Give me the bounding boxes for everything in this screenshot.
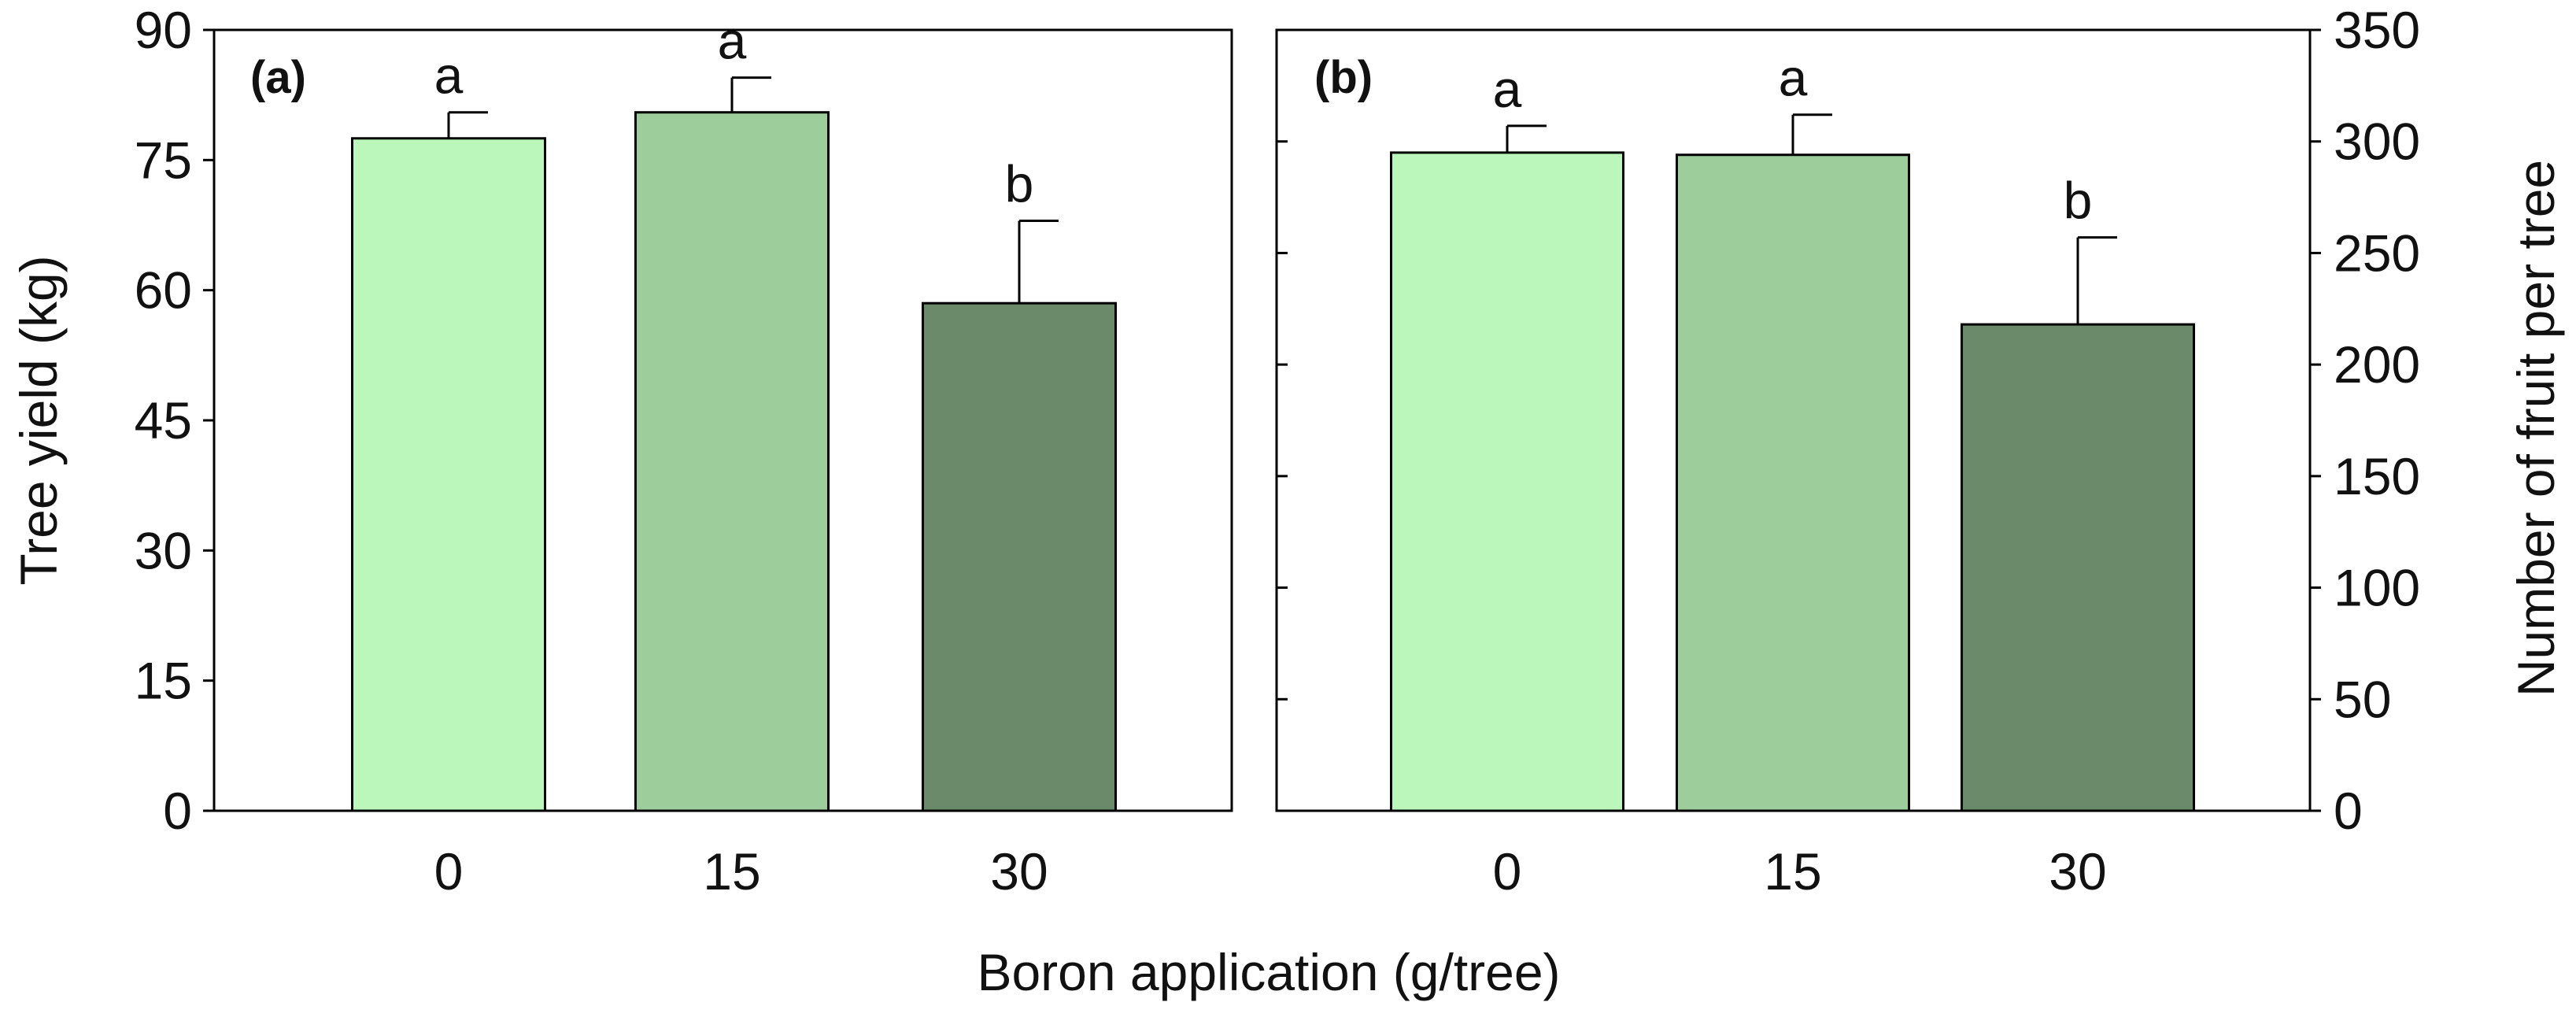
- panel-a-significance-0: a: [434, 46, 464, 105]
- panel-b-y-tick-label-300: 300: [2334, 113, 2420, 171]
- panel-a-y-tick-label-75: 75: [135, 131, 192, 189]
- panel-b-y-tick-label-150: 150: [2334, 447, 2420, 505]
- panel-a-y-tick-label-0: 0: [163, 782, 192, 840]
- panel-b-x-tick-label-30: 30: [2049, 842, 2106, 901]
- panel-b-y-tick-label-350: 350: [2334, 1, 2420, 59]
- panel-b-significance-15: a: [1779, 49, 1808, 107]
- panel-b-plot-frame: [1275, 28, 2312, 812]
- panel-a-bar-30: [922, 301, 1117, 812]
- panel-b-y-tick-label-250: 250: [2334, 224, 2420, 282]
- panel-a-chart: a 0 a 15 b 30 0 15 30 45 60 75 90 Tree yield (kg) (a): [9, 1, 1233, 901]
- panel-a-significance-30: b: [1005, 154, 1034, 213]
- panel-a-x-tick-label-15: 15: [703, 842, 760, 901]
- panel-a-y-tick-label-30: 30: [135, 521, 192, 579]
- panel-a-bar-15: [634, 111, 830, 812]
- panel-b-y-tick-label-200: 200: [2334, 335, 2420, 394]
- panel-a-y-tick-label-15: 15: [135, 652, 192, 710]
- panel-b-y-tick-label-50: 50: [2334, 670, 2391, 728]
- panel-b-y-axis-title: Number of fruit per tree: [2507, 160, 2565, 697]
- panel-a-significance-15: a: [718, 12, 747, 70]
- panel-b-bar-0: [1390, 151, 1624, 812]
- panel-b-label: (b): [1314, 52, 1373, 103]
- panel-a-y-tick-label-90: 90: [135, 1, 192, 59]
- panel-a-x-tick-label-30: 30: [990, 842, 1048, 901]
- panel-a-x-tick-label-0: 0: [434, 842, 464, 901]
- panel-b-y-tick-label-0: 0: [2334, 782, 2363, 840]
- panel-b-bar-30: [1961, 323, 2195, 812]
- panel-a-y-tick-label-45: 45: [135, 391, 192, 449]
- panel-a-label: (a): [250, 52, 306, 103]
- panel-a-y-tick-label-60: 60: [135, 261, 192, 320]
- panel-a-bar-0: [351, 137, 546, 812]
- panel-b-significance-0: a: [1493, 60, 1522, 118]
- panel-b-x-tick-label-15: 15: [1764, 842, 1821, 901]
- panel-b-y-tick-label-100: 100: [2334, 559, 2420, 617]
- panel-b-bar-15: [1676, 153, 1910, 812]
- x-axis-title: Boron application (g/tree): [977, 943, 1560, 1001]
- panel-b-x-tick-label-0: 0: [1493, 842, 1522, 901]
- panel-b-significance-30: b: [2064, 172, 2093, 230]
- panel-a-y-axis-title: Tree yield (kg): [9, 255, 68, 585]
